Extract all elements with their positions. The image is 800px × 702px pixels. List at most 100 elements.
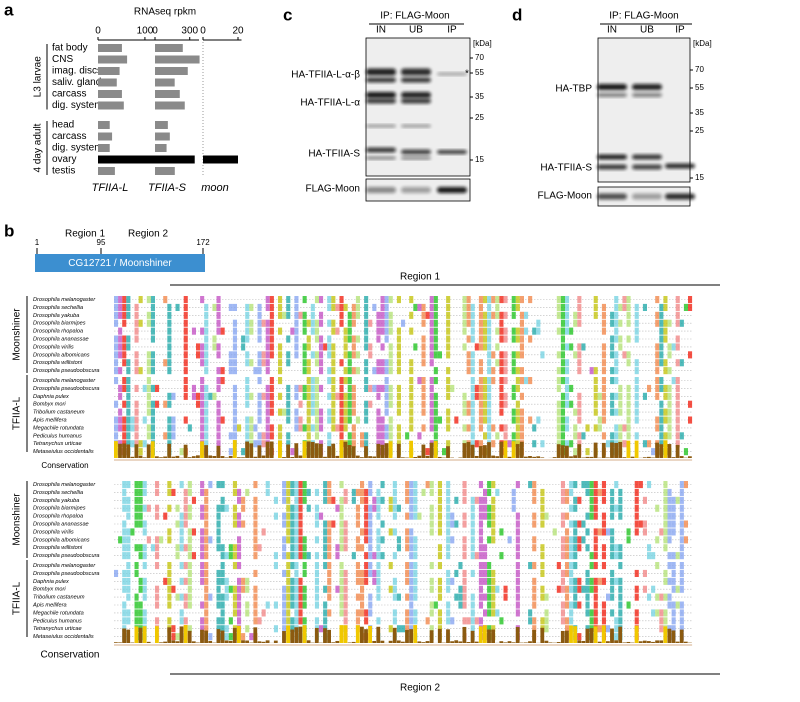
residue xyxy=(261,359,266,367)
residue xyxy=(191,552,196,560)
residue xyxy=(368,536,373,544)
residue xyxy=(175,303,180,311)
residue xyxy=(294,577,299,585)
residue xyxy=(355,416,360,424)
residue xyxy=(269,384,274,392)
residue xyxy=(601,528,606,536)
residue xyxy=(380,303,385,311)
residue xyxy=(376,432,381,440)
residue xyxy=(376,335,381,343)
conservation-bar xyxy=(569,456,573,458)
residue xyxy=(466,296,471,304)
residue xyxy=(556,351,561,359)
species-label: Drosophila willistoni xyxy=(33,545,83,551)
residue xyxy=(204,504,209,512)
conservation-bar xyxy=(540,457,545,458)
species-label: Drosophila albomicans xyxy=(33,537,90,543)
residue xyxy=(478,319,483,327)
residue xyxy=(134,569,139,577)
residue xyxy=(462,408,467,416)
residue xyxy=(245,416,250,424)
residue xyxy=(150,311,155,319)
residue xyxy=(364,609,369,617)
residue xyxy=(216,384,221,392)
unit-label: [kDa] xyxy=(693,39,712,48)
species-label: Drosophila yakuba xyxy=(33,498,79,504)
residue xyxy=(515,432,520,440)
residue xyxy=(577,343,582,351)
residue xyxy=(614,577,619,585)
residue xyxy=(565,512,570,520)
residue xyxy=(491,512,496,520)
residue xyxy=(437,585,442,593)
residue xyxy=(302,593,307,601)
residue xyxy=(540,569,545,577)
residue xyxy=(495,327,500,335)
residue xyxy=(323,544,328,552)
residue xyxy=(487,311,492,319)
residue xyxy=(569,504,574,512)
residue xyxy=(138,617,143,625)
residue xyxy=(343,335,348,343)
conservation-bar xyxy=(167,443,172,458)
residue xyxy=(560,303,565,311)
residue xyxy=(409,609,414,617)
residue xyxy=(663,432,668,440)
conservation-bar xyxy=(179,626,184,643)
residue xyxy=(237,552,242,560)
residue xyxy=(294,488,299,496)
residue xyxy=(191,392,196,400)
residue xyxy=(655,377,660,385)
conservation-bar xyxy=(532,629,536,643)
residue xyxy=(298,481,303,489)
residue xyxy=(610,585,615,593)
residue xyxy=(204,585,209,593)
conservation-bar xyxy=(212,456,217,458)
residue xyxy=(610,569,615,577)
residue xyxy=(593,303,598,311)
residue xyxy=(618,544,623,552)
residue xyxy=(347,335,352,343)
residue xyxy=(511,416,516,424)
residue xyxy=(351,400,356,408)
residue xyxy=(528,335,533,343)
residue xyxy=(200,408,205,416)
residue xyxy=(478,400,483,408)
residue xyxy=(294,351,299,359)
residue xyxy=(343,577,348,585)
residue xyxy=(618,343,623,351)
residue xyxy=(228,448,233,456)
band xyxy=(366,92,396,98)
residue xyxy=(659,609,664,617)
residue xyxy=(581,481,586,489)
residue xyxy=(232,601,237,609)
residue xyxy=(560,432,565,440)
residue xyxy=(183,544,188,552)
residue xyxy=(466,335,471,343)
residue xyxy=(515,609,520,617)
residue xyxy=(405,593,410,601)
residue xyxy=(675,424,680,432)
residue xyxy=(634,408,639,416)
residue xyxy=(183,512,188,520)
residue xyxy=(601,367,606,375)
residue xyxy=(126,552,131,560)
residue xyxy=(614,424,619,432)
residue xyxy=(368,569,373,577)
residue xyxy=(663,569,668,577)
residue xyxy=(138,609,143,617)
bar xyxy=(203,155,238,164)
residue xyxy=(409,569,414,577)
residue xyxy=(228,552,233,560)
residue xyxy=(253,593,258,601)
residue xyxy=(183,488,188,496)
residue xyxy=(487,424,492,432)
residue xyxy=(565,440,570,448)
conservation-bar xyxy=(286,444,290,458)
residue xyxy=(663,416,668,424)
residue xyxy=(380,343,385,351)
conservation-bar xyxy=(220,456,225,458)
residue xyxy=(294,562,299,570)
residue xyxy=(298,520,303,528)
residue xyxy=(368,512,373,520)
